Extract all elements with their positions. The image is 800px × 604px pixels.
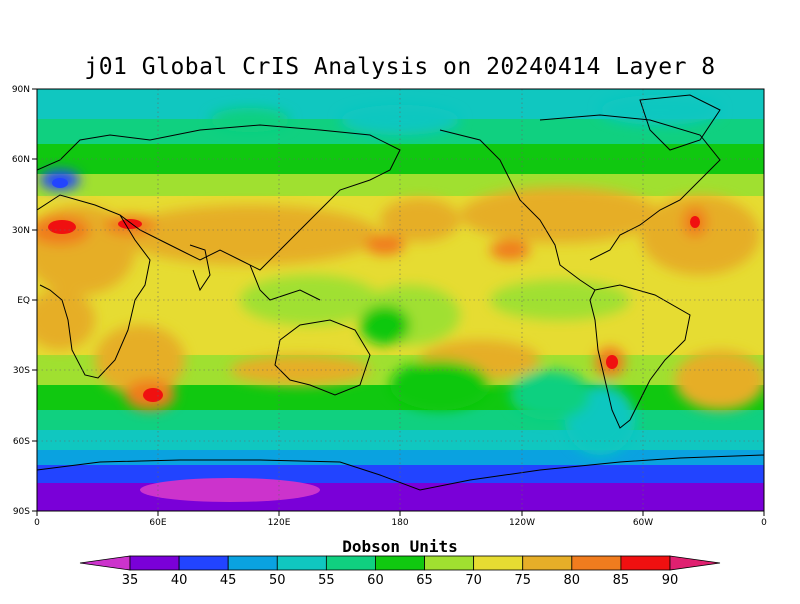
colorbar-label: 55	[318, 573, 335, 588]
colorbar-swatch	[571, 555, 622, 571]
colorbar-label: 70	[465, 573, 482, 588]
coastlines	[37, 94, 764, 491]
colorbar-swatch	[276, 555, 327, 571]
colorbar-swatch	[178, 555, 229, 571]
colorbar-high-arrow	[669, 555, 721, 571]
lat-label: 30N	[12, 226, 30, 236]
latitude-labels: 90N 60N 30N EQ 30S 60S 90S	[12, 85, 30, 517]
lat-label: 60S	[13, 437, 30, 447]
colorbar-label: 75	[514, 573, 531, 588]
lon-label: 180	[391, 518, 408, 528]
colorbar-swatch	[325, 555, 376, 571]
lon-label: 0	[761, 518, 767, 528]
lon-label: 0	[34, 518, 40, 528]
colorbar-swatch	[129, 555, 180, 571]
lon-label: 60W	[633, 518, 653, 528]
colorbar-swatch	[620, 555, 671, 571]
colorbar-swatch	[424, 555, 475, 571]
lat-label: EQ	[17, 296, 30, 306]
lon-label: 60E	[149, 518, 166, 528]
lat-label: 90N	[12, 85, 30, 95]
colorbar-label: 85	[613, 573, 630, 588]
colorbar-swatch	[522, 555, 573, 571]
colorbar-label: 60	[367, 573, 384, 588]
axis-ticks	[32, 88, 765, 516]
lon-label: 120W	[509, 518, 535, 528]
colorbar-label: 80	[564, 573, 581, 588]
lon-label: 120E	[268, 518, 291, 528]
lat-label: 60N	[12, 155, 30, 165]
colorbar-swatch	[473, 555, 524, 571]
map-title: j01 Global CrIS Analysis on 20240414 Lay…	[84, 54, 716, 80]
graticule	[37, 89, 764, 511]
colorbar-low-arrow	[79, 555, 131, 571]
colorbar-label: 90	[662, 573, 679, 588]
ozone-field	[37, 89, 764, 511]
colorbar-swatch	[375, 555, 425, 571]
lat-label: 90S	[13, 507, 30, 517]
colorbar-label: 35	[122, 573, 139, 588]
colorbar-title: Dobson Units	[342, 537, 458, 556]
colorbar-label: 50	[269, 573, 286, 588]
colorbar-label: 40	[171, 573, 188, 588]
lat-label: 30S	[13, 366, 30, 376]
colorbar-label: 45	[220, 573, 237, 588]
colorbar-label: 65	[416, 573, 433, 588]
longitude-labels: 0 60E 120E 180 120W 60W 0	[34, 518, 767, 528]
colorbar-swatch	[227, 555, 278, 571]
colorbar: 35 40 45 50 55 60 65 70 75 80 85 90	[79, 555, 721, 588]
